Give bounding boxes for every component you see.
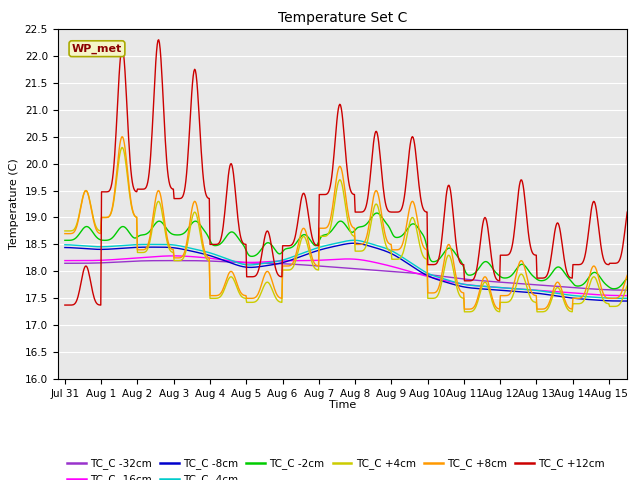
Text: WP_met: WP_met — [72, 44, 122, 54]
Title: Temperature Set C: Temperature Set C — [278, 11, 407, 25]
Legend: TC_C -32cm, TC_C -16cm, TC_C -8cm, TC_C -4cm, TC_C -2cm, TC_C +4cm, TC_C +8cm, T: TC_C -32cm, TC_C -16cm, TC_C -8cm, TC_C … — [63, 454, 609, 480]
Y-axis label: Temperature (C): Temperature (C) — [9, 158, 19, 250]
X-axis label: Time: Time — [329, 400, 356, 410]
